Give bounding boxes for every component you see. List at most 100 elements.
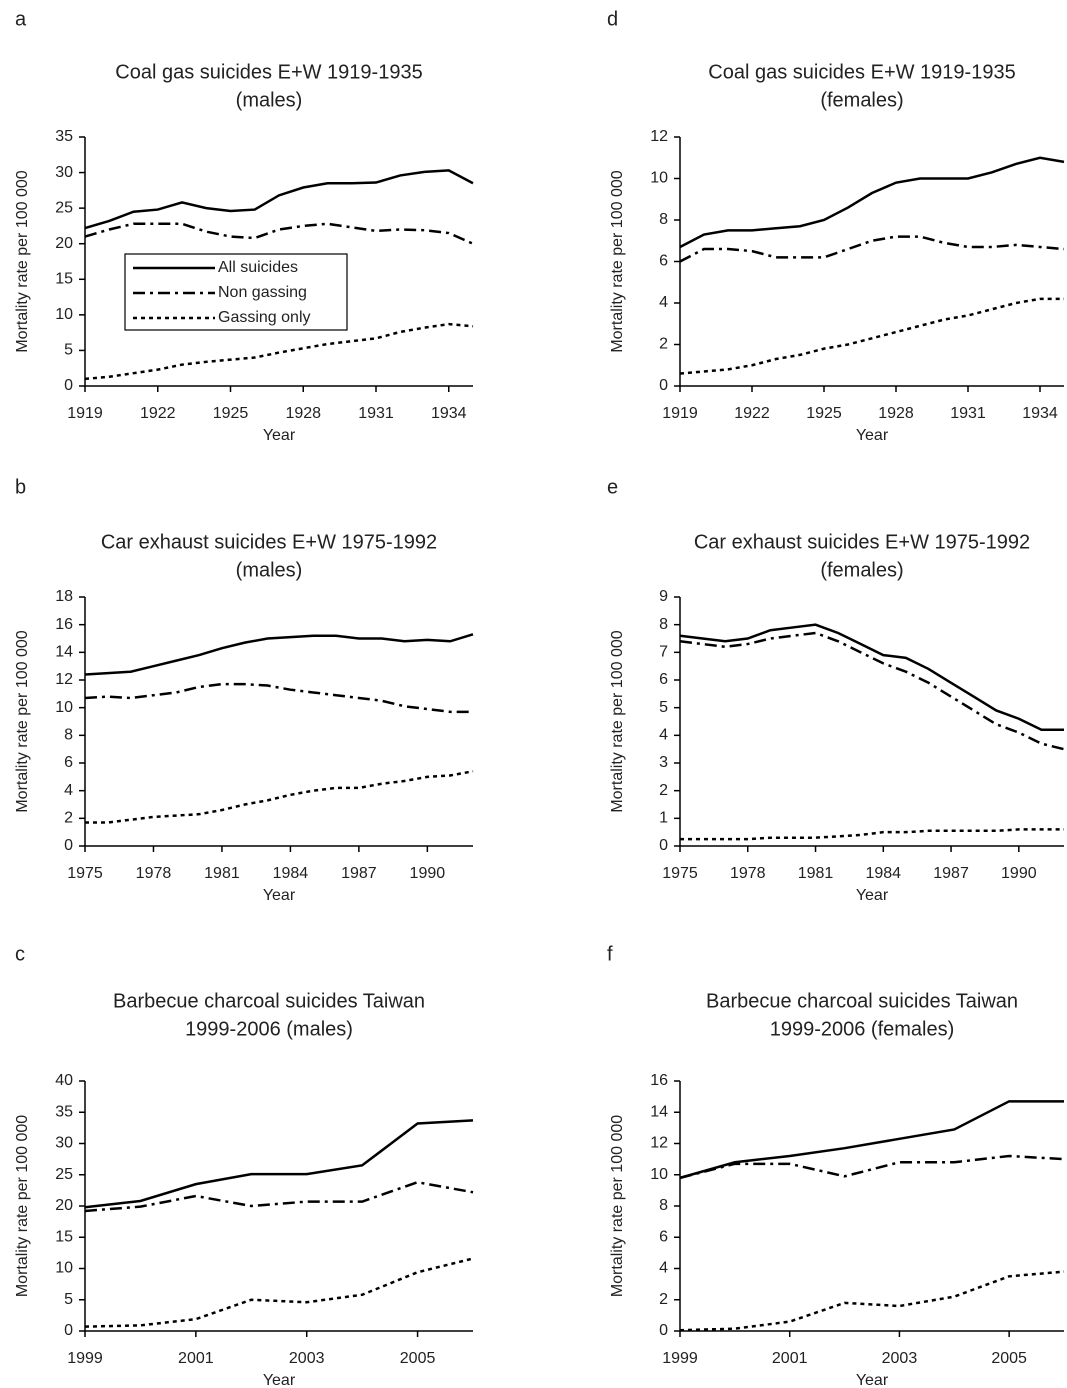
x-tick-label: 2003 (882, 1350, 918, 1367)
series-line (680, 828, 1064, 841)
y-tick-label: 9 (659, 588, 668, 605)
series-line (679, 623, 1064, 732)
y-tick-label: 6 (659, 253, 668, 270)
x-tick-label: 1928 (285, 405, 321, 422)
y-tick-label: 4 (659, 1260, 668, 1277)
y-axis-label: Mortality rate per 100 000 (14, 630, 31, 812)
chart-title: Coal gas suicides E+W 1919-1935 (115, 61, 422, 83)
series-line (679, 631, 1065, 751)
x-tick-label: 2001 (772, 1350, 808, 1367)
x-tick-label: 1981 (798, 865, 834, 882)
x-axis-label: Year (263, 1372, 296, 1388)
chart-title: (males) (236, 559, 303, 581)
y-tick-label: 25 (55, 1166, 73, 1183)
series-line (679, 1270, 1065, 1332)
x-tick-label: 1934 (431, 405, 467, 422)
series-line (679, 235, 1065, 263)
y-tick-label: 4 (659, 727, 668, 744)
x-tick-label: 1975 (67, 865, 103, 882)
x-tick-label: 2001 (178, 1350, 214, 1367)
y-tick-label: 0 (64, 377, 73, 394)
chart-title: Car exhaust suicides E+W 1975-1992 (101, 531, 437, 553)
x-tick-label: 1925 (806, 405, 842, 422)
y-axis-label: Mortality rate per 100 000 (609, 630, 626, 812)
x-tick-label: 1999 (662, 1350, 698, 1367)
y-tick-label: 12 (650, 1135, 668, 1152)
panel-label: c (15, 943, 25, 965)
chart-title: (females) (820, 89, 903, 111)
y-tick-label: 6 (659, 1228, 668, 1245)
y-tick-label: 16 (55, 616, 73, 633)
y-tick-label: 2 (659, 1291, 668, 1308)
y-tick-label: 5 (64, 1291, 73, 1308)
x-axis-label: Year (856, 887, 889, 904)
y-tick-label: 35 (55, 128, 73, 145)
series-line (84, 322, 474, 381)
chart-title: Coal gas suicides E+W 1919-1935 (708, 61, 1015, 83)
panel-label: a (15, 8, 27, 30)
y-tick-label: 30 (55, 164, 73, 181)
x-axis-label: Year (856, 427, 889, 444)
series-line (84, 633, 474, 676)
series-line (84, 1257, 474, 1328)
x-tick-label: 2005 (991, 1350, 1027, 1367)
x-tick-label: 1999 (67, 1350, 103, 1367)
panel-label: f (607, 943, 613, 965)
chart-title: (males) (236, 89, 303, 111)
series-line (679, 297, 1064, 375)
y-tick-label: 2 (64, 810, 73, 827)
panel-label: b (15, 476, 26, 498)
x-tick-label: 1987 (341, 865, 377, 882)
x-tick-label: 1978 (136, 865, 172, 882)
y-tick-label: 2 (659, 336, 668, 353)
series-line (679, 156, 1065, 249)
y-tick-label: 20 (55, 1197, 73, 1214)
x-tick-label: 1931 (950, 405, 986, 422)
y-tick-label: 16 (650, 1072, 668, 1089)
series-line (84, 1180, 474, 1213)
chart-title: Car exhaust suicides E+W 1975-1992 (694, 531, 1030, 553)
y-tick-label: 6 (64, 754, 73, 771)
chart-title: 1999-2006 (males) (185, 1018, 353, 1040)
x-tick-label: 1984 (273, 865, 309, 882)
x-tick-label: 1922 (140, 405, 176, 422)
panel-label: d (607, 8, 618, 30)
y-tick-label: 10 (650, 1166, 668, 1183)
y-tick-label: 0 (659, 1322, 668, 1339)
y-tick-label: 14 (55, 644, 73, 661)
x-tick-label: 1931 (358, 405, 394, 422)
x-tick-label: 1975 (662, 865, 698, 882)
y-tick-label: 7 (659, 644, 668, 661)
y-tick-label: 10 (55, 306, 73, 323)
chart-title: (females) (820, 559, 903, 581)
x-tick-label: 1984 (865, 865, 901, 882)
x-tick-label: 2003 (289, 1350, 325, 1367)
y-tick-label: 12 (650, 128, 668, 145)
y-tick-label: 0 (64, 1322, 73, 1339)
y-tick-label: 14 (650, 1103, 668, 1120)
legend-label: All suicides (218, 259, 298, 276)
x-axis-label: Year (263, 887, 296, 904)
series-line (84, 222, 474, 245)
y-axis-label: Mortality rate per 100 000 (609, 170, 626, 352)
y-tick-label: 25 (55, 199, 73, 216)
y-tick-label: 10 (55, 1260, 73, 1277)
x-tick-label: 2005 (400, 1350, 436, 1367)
y-tick-label: 8 (659, 1197, 668, 1214)
y-tick-label: 3 (659, 754, 668, 771)
legend-label: Non gassing (218, 284, 307, 301)
y-tick-label: 40 (55, 1072, 73, 1089)
y-tick-label: 4 (659, 294, 668, 311)
y-tick-label: 8 (64, 727, 73, 744)
chart-title: Barbecue charcoal suicides Taiwan (113, 990, 425, 1012)
y-tick-label: 8 (659, 616, 668, 633)
y-tick-label: 2 (659, 782, 668, 799)
chart-title: Barbecue charcoal suicides Taiwan (706, 990, 1018, 1012)
legend-label: Gassing only (218, 309, 311, 326)
y-tick-label: 0 (659, 837, 668, 854)
x-tick-label: 1919 (67, 405, 103, 422)
panel-label: e (607, 476, 618, 498)
series-line (679, 1154, 1065, 1180)
